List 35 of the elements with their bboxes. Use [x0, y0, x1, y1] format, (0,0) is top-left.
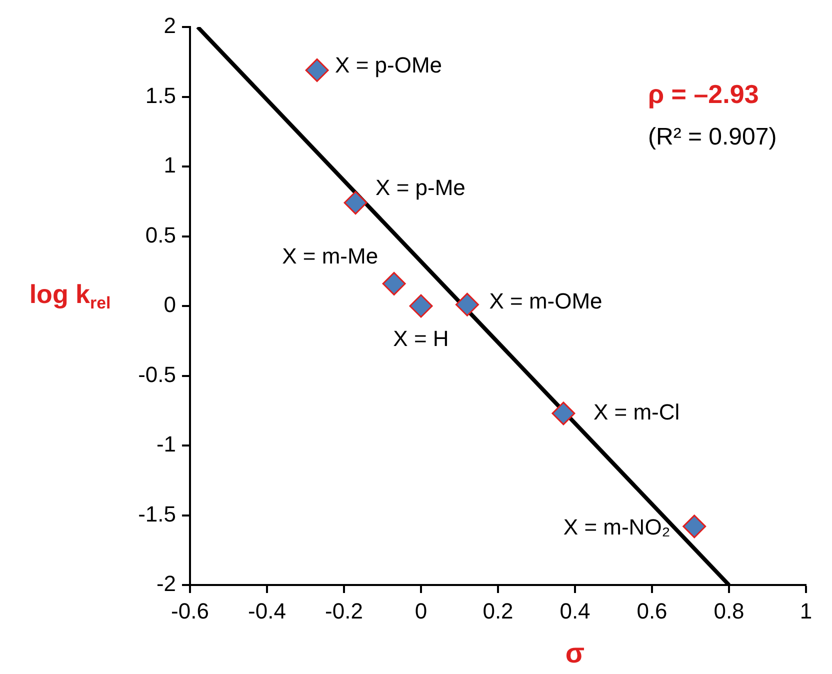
y-tick-label: -0.5 [138, 362, 176, 387]
x-tick-label: -0.2 [325, 598, 363, 624]
x-tick-label: 1 [800, 598, 812, 624]
x-tick-label: 0.4 [560, 598, 590, 624]
x-tick-label: 0.6 [636, 598, 668, 624]
point [382, 272, 406, 296]
annotation: (R² = 0.907) [648, 124, 777, 151]
y-tick-label: 1.5 [145, 82, 176, 108]
annotation: ρ = –2.93 [648, 79, 759, 110]
annotation: X = m-NO₂ [563, 514, 670, 540]
annotation: X = p-OMe [335, 52, 442, 78]
annotation: X = m-OMe [489, 288, 602, 314]
y-tick-label: -1 [156, 432, 176, 457]
x-tick-label: 0 [414, 598, 428, 624]
x-tick-label: 0.2 [482, 598, 514, 624]
annotation: X = p-Me [376, 174, 466, 200]
x-tick-label: 0.8 [714, 598, 744, 624]
y-tick-label: -2 [156, 571, 176, 596]
x-tick-label: -0.6 [171, 598, 209, 624]
x-axis-title: σ [565, 638, 585, 669]
y-tick-label: 2 [164, 13, 176, 38]
point [409, 294, 433, 318]
annotation: X = m-Cl [593, 399, 680, 424]
y-tick-label: 0 [164, 292, 176, 318]
annotation: X = m-Me [282, 244, 378, 269]
y-tick-label: -1.5 [138, 501, 176, 526]
point [344, 191, 368, 215]
y-tick-label: 0.5 [145, 222, 176, 248]
point [455, 292, 479, 316]
point [305, 58, 329, 82]
x-tick-label: -0.4 [248, 598, 286, 624]
y-tick-label: 1 [164, 152, 176, 178]
point [552, 402, 576, 426]
annotation: X = H [393, 326, 449, 352]
point [682, 514, 706, 538]
